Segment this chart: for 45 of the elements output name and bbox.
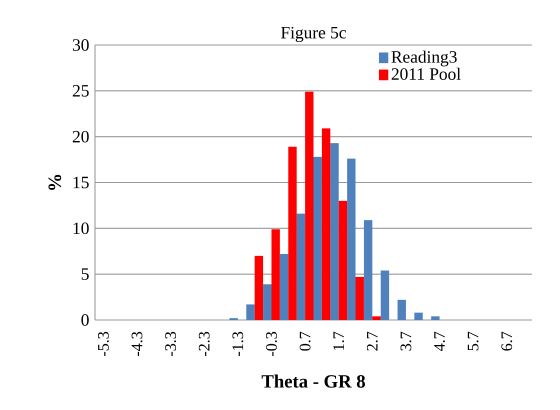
bar bbox=[305, 92, 314, 320]
y-tick-label: 5 bbox=[82, 268, 89, 280]
x-tick-label: 4.7 bbox=[434, 332, 445, 351]
bar bbox=[254, 256, 264, 320]
x-tick-label: 5.7 bbox=[468, 332, 479, 350]
y-tick-label: 25 bbox=[72, 85, 89, 97]
bar bbox=[414, 312, 423, 320]
bar bbox=[431, 316, 440, 320]
x-tick-label: 2.7 bbox=[366, 332, 378, 351]
x-tick-label: -3.3 bbox=[165, 332, 176, 356]
bar bbox=[398, 300, 406, 320]
bar bbox=[314, 156, 322, 320]
bar bbox=[271, 229, 280, 320]
bar bbox=[338, 200, 348, 320]
x-tick-label: -2.3 bbox=[198, 332, 210, 356]
bar bbox=[347, 158, 356, 320]
y-tick-label: 10 bbox=[74, 222, 89, 234]
bar bbox=[372, 316, 381, 320]
bar bbox=[364, 220, 372, 320]
y-tick-label: 20 bbox=[72, 130, 89, 143]
bar bbox=[380, 270, 390, 320]
bar bbox=[296, 214, 306, 320]
x-tick-label: -4.3 bbox=[132, 332, 142, 356]
bar bbox=[330, 143, 339, 320]
y-tick-label: 0 bbox=[81, 314, 89, 326]
legend-label: 2011 Pool bbox=[392, 68, 461, 80]
y-tick-label: 30 bbox=[72, 39, 89, 51]
bar bbox=[246, 304, 255, 320]
chart-title: Figure 5c bbox=[281, 26, 346, 42]
y-axis-title: % bbox=[48, 174, 62, 190]
x-tick-label: -1.3 bbox=[232, 332, 244, 356]
legend-label: Reading3 bbox=[391, 50, 457, 66]
x-axis-title: Theta - GR 8 bbox=[262, 374, 365, 388]
bar bbox=[356, 276, 364, 320]
bar bbox=[263, 284, 272, 320]
x-tick-label: 1.7 bbox=[333, 332, 344, 350]
bar bbox=[322, 128, 330, 320]
x-tick-label: 3.7 bbox=[400, 332, 412, 351]
bar bbox=[288, 146, 297, 320]
x-tick-label: -5.3 bbox=[98, 332, 109, 356]
x-tick-label: 6.7 bbox=[501, 332, 512, 351]
x-tick-label: -0.3 bbox=[266, 332, 277, 356]
bar bbox=[280, 254, 288, 320]
y-tick-label: 15 bbox=[74, 176, 89, 188]
x-tick-label: 0.7 bbox=[300, 332, 311, 351]
